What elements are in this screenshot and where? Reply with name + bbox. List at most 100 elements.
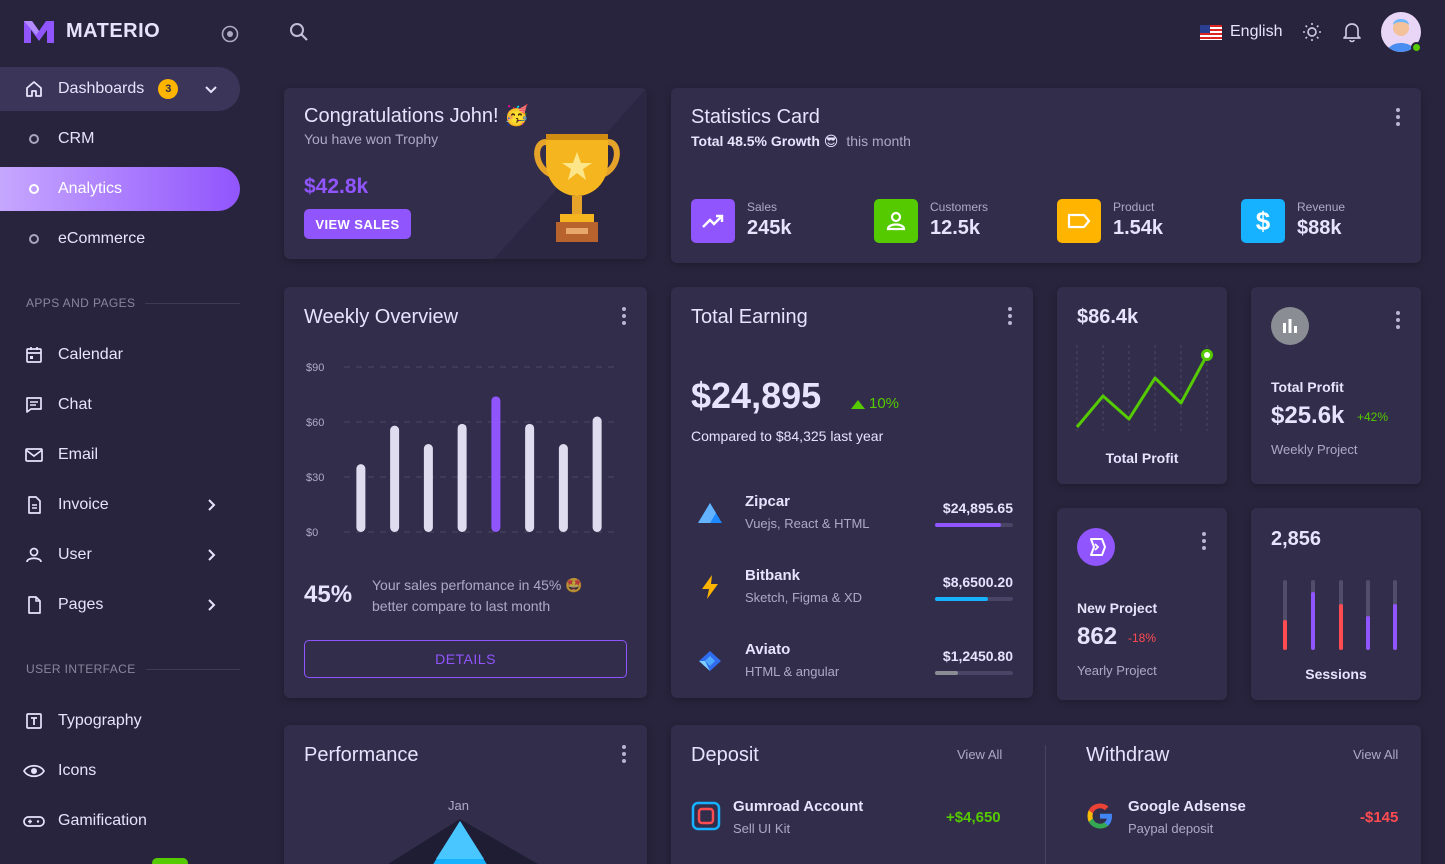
growth-text: Total 48.5% Growth 😎: [691, 133, 839, 149]
earning-title: Total Earning: [691, 306, 808, 328]
sidebar-item-calendar[interactable]: Calendar: [0, 333, 240, 377]
deposit-item-sub: Sell UI Kit: [733, 821, 791, 836]
sessions-bar-chart: [1283, 580, 1397, 650]
typography-icon: [22, 709, 46, 733]
arrow-up-icon: [851, 399, 865, 409]
chart-bar: [525, 423, 535, 532]
more-options-icon[interactable]: [1008, 307, 1012, 328]
section-label: APPS AND PAGES: [26, 296, 136, 310]
y-tick-label: $30: [306, 472, 324, 484]
sidebar-item-icons[interactable]: Icons: [0, 749, 240, 793]
calendar-icon: [22, 343, 46, 367]
weekly-overview-card: Weekly Overview $0 $30 $60 $90 45% Your sal…: [284, 287, 647, 698]
performance-title: Performance: [304, 744, 419, 766]
sessions-value: 2,856: [1271, 528, 1322, 550]
bell-icon[interactable]: [1342, 21, 1362, 43]
deposit-withdraw-card: Deposit View All Gumroad Account Sell UI…: [671, 725, 1421, 864]
sessions-label: Sessions: [1305, 666, 1367, 682]
poll-icon: [1271, 307, 1309, 345]
sidebar: MATERIO Dashboards 3 CRM Analytics eComm…: [0, 0, 260, 864]
earning-item-amount: $24,895.65: [942, 500, 1013, 516]
congrats-title: Congratulations John! 🥳: [304, 105, 530, 127]
avatar-image: [1387, 19, 1415, 52]
user-icon: [22, 543, 46, 567]
radio-toggle-icon[interactable]: [221, 25, 239, 43]
sidebar-item-user[interactable]: User: [0, 533, 240, 577]
more-options-icon[interactable]: [1396, 311, 1400, 332]
divider: [1045, 745, 1046, 864]
chevron-right-icon: [208, 599, 216, 611]
dollar-icon: $: [1241, 199, 1285, 243]
sidebar-item-ecommerce[interactable]: eCommerce: [0, 217, 240, 261]
sidebar-item-dashboards[interactable]: Dashboards 3: [0, 67, 240, 111]
y-tick-label: $60: [306, 417, 324, 429]
more-options-icon[interactable]: [622, 745, 626, 766]
logo-icon: [24, 20, 54, 43]
profit-line-chart: [1075, 345, 1213, 431]
progress-bar: [935, 671, 1013, 675]
earning-item-sub: Vuejs, React & HTML: [745, 516, 870, 531]
label-icon: [1057, 199, 1101, 243]
sidebar-item-label: Calendar: [58, 346, 123, 363]
email-icon: [22, 443, 46, 467]
total-profit-label: Total Profit: [1271, 379, 1344, 395]
earning-item-name: Zipcar: [745, 493, 791, 510]
stat-label: Product: [1113, 200, 1155, 214]
progress-bar: [935, 597, 1013, 601]
account-icon: [874, 199, 918, 243]
total-profit-card: Total Profit $25.6k +42% Weekly Project: [1251, 287, 1421, 484]
statistics-growth-line: Total 48.5% Growth 😎 this month: [691, 133, 911, 150]
sidebar-item-crm[interactable]: CRM: [0, 117, 240, 161]
withdraw-item-name: Google Adsense: [1128, 798, 1246, 815]
home-icon: [22, 77, 46, 101]
stat-value: 1.54k: [1113, 217, 1164, 239]
sidebar-item-label: eCommerce: [58, 230, 146, 247]
brand-name: MATERIO: [66, 20, 161, 42]
y-tick-label: $90: [306, 362, 324, 374]
sidebar-item-invoice[interactable]: Invoice: [0, 483, 240, 527]
deposit-item-amount: +$4,650: [946, 809, 1001, 826]
progress-bar: [935, 523, 1013, 527]
earning-item-sub: Sketch, Figma & XD: [745, 590, 863, 605]
deposit-title: Deposit: [691, 744, 759, 766]
weekly-percent: 45%: [304, 581, 353, 608]
withdraw-view-all-link[interactable]: View All: [1353, 747, 1399, 762]
circle-icon: [29, 134, 39, 144]
deposit-view-all-link[interactable]: View All: [957, 747, 1003, 762]
profit-chart-value: $86.4k: [1077, 306, 1139, 328]
new-project-label: New Project: [1077, 600, 1158, 616]
stat-value: 12.5k: [930, 217, 981, 239]
language-selector[interactable]: English: [1200, 23, 1282, 41]
congrats-subtitle: You have won Trophy: [304, 131, 439, 147]
chevron-right-icon: [208, 499, 216, 511]
sidebar-item-chat[interactable]: Chat: [0, 383, 240, 427]
search-icon[interactable]: [289, 22, 309, 42]
sidebar-item-gamification[interactable]: Gamification: [0, 799, 240, 843]
performance-radar-chart: [388, 819, 538, 864]
weekly-bar-chart: $0 $30 $60 $90: [306, 362, 614, 539]
chevron-right-icon: [208, 549, 216, 561]
sidebar-item-pages[interactable]: Pages: [0, 583, 240, 627]
more-options-icon[interactable]: [622, 307, 626, 328]
brand-logo[interactable]: MATERIO: [24, 20, 160, 43]
congratulations-card: Congratulations John! 🥳 You have won Tro…: [284, 88, 647, 259]
more-options-icon[interactable]: [1396, 108, 1400, 129]
sidebar-item-typography[interactable]: Typography: [0, 699, 240, 743]
sessions-card: 2,856 Sessions: [1251, 508, 1421, 700]
performance-card: Performance Jan: [284, 725, 647, 864]
details-button[interactable]: DETAILS: [304, 640, 627, 678]
pages-icon: [22, 593, 46, 617]
view-sales-button[interactable]: VIEW SALES: [304, 209, 411, 239]
sidebar-item-email[interactable]: Email: [0, 433, 240, 477]
us-flag-icon: [1200, 24, 1222, 40]
sun-icon[interactable]: [1302, 22, 1322, 42]
more-options-icon[interactable]: [1202, 532, 1206, 553]
earning-item-sub: HTML & angular: [745, 664, 840, 679]
earning-change-value: 10%: [869, 395, 900, 412]
growth-period: this month: [846, 133, 911, 149]
sidebar-item-analytics[interactable]: Analytics: [0, 167, 240, 211]
sidebar-item-label: Invoice: [58, 496, 109, 513]
earning-item-name: Bitbank: [745, 567, 801, 584]
earning-item-amount: $1,2450.80: [942, 648, 1013, 664]
chart-bar: [423, 444, 433, 532]
